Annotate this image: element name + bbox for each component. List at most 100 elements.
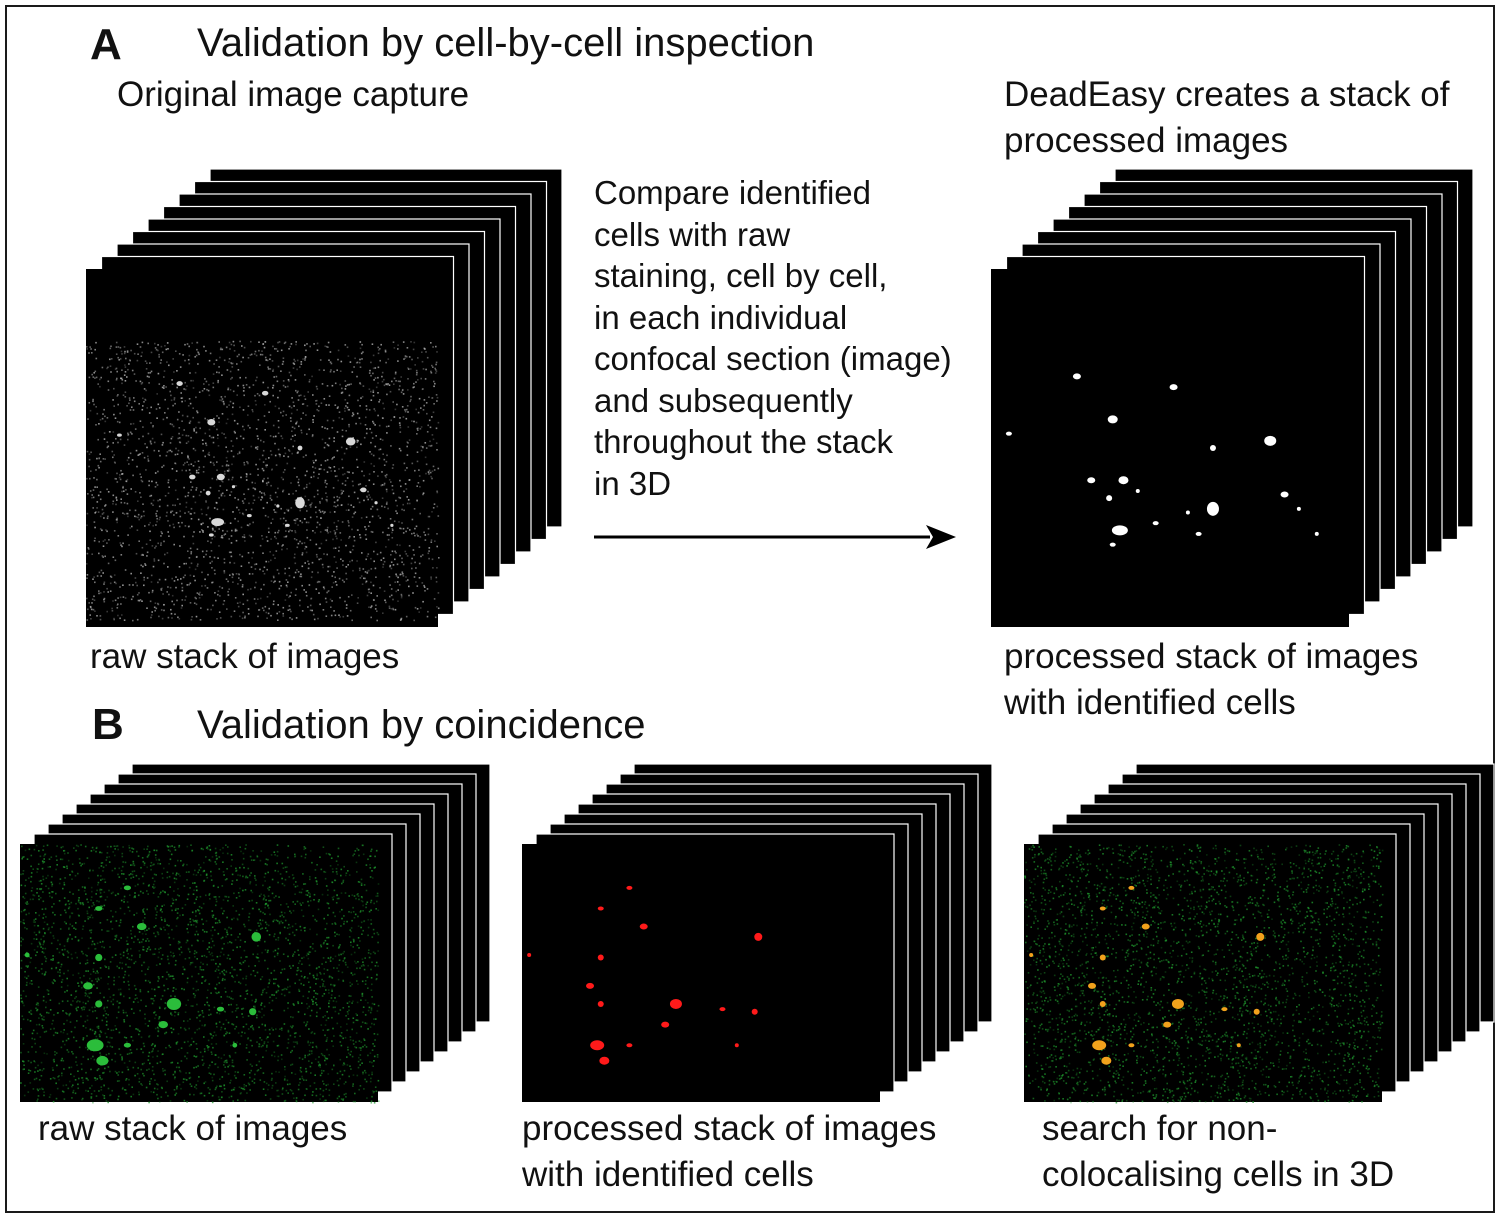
instruction-line: cells with raw [594, 215, 791, 253]
front-image-overlay [1024, 844, 1384, 1104]
instruction-line: staining, cell by cell, [594, 257, 888, 294]
cell-mark [207, 419, 216, 426]
cell-mark [24, 952, 30, 958]
processed-stack-red-caption: processed stack of images with identifie… [522, 1109, 937, 1194]
cell-mark [719, 1007, 726, 1012]
cell-mark [232, 1042, 238, 1048]
front-image-grey [86, 269, 440, 627]
instruction-text: Compare identified cells with raw staini… [594, 172, 952, 504]
front-image-red [522, 844, 880, 1102]
figure-frame [5, 5, 1495, 1213]
processed-stack-white [991, 168, 1474, 627]
cell-mark [734, 1043, 739, 1048]
cell-mark [1101, 1056, 1112, 1065]
cell-mark [276, 504, 280, 508]
cell-mark [1111, 525, 1128, 536]
instruction-line: throughout the stack [594, 423, 894, 460]
cell-mark [1072, 373, 1081, 380]
front-image [991, 269, 1349, 627]
cell-mark [1264, 435, 1277, 446]
cell-mark [166, 997, 182, 1010]
raw-stack-green [20, 763, 491, 1104]
cell-mark [1106, 495, 1113, 502]
cell-mark [1280, 491, 1289, 498]
cell-mark [360, 487, 367, 493]
cell-mark [1118, 476, 1129, 485]
cell-mark [1163, 1021, 1172, 1028]
front-image-processed [991, 269, 1349, 627]
cell-mark [246, 514, 252, 518]
cell-mark [586, 982, 595, 989]
cell-mark [1005, 431, 1012, 436]
cell-mark [597, 906, 604, 911]
cell-mark [345, 437, 356, 446]
cell-mark [590, 1040, 605, 1051]
cell-mark [1169, 384, 1178, 391]
cell-mark [95, 906, 103, 911]
cell-mark [527, 952, 532, 957]
cell-mark [661, 1021, 670, 1028]
cell-mark [751, 1008, 758, 1015]
instruction-line: confocal section (image) [594, 340, 952, 377]
cell-mark [249, 1008, 257, 1016]
processed-stack-red [522, 763, 993, 1102]
cell-mark [216, 1006, 225, 1012]
cell-mark [1221, 1007, 1228, 1012]
cell-mark [1152, 521, 1159, 526]
cell-mark [208, 533, 214, 537]
processed-stack-title: DeadEasy creates a stack of processed im… [1004, 75, 1450, 160]
cell-mark [669, 998, 682, 1009]
cell-mark [1296, 506, 1301, 511]
raw-stack-green-caption: raw stack of images [38, 1109, 348, 1148]
cell-mark [1088, 982, 1097, 989]
cell-mark [1206, 501, 1219, 516]
overlay-stack [1024, 763, 1495, 1104]
cell-mark [597, 1000, 604, 1007]
front-image [86, 269, 438, 627]
cell-mark [284, 523, 290, 527]
cell-mark [86, 1039, 104, 1052]
raw-stack-caption: raw stack of images [90, 637, 400, 676]
cell-mark [1128, 1043, 1135, 1048]
cell-mark [189, 474, 196, 480]
cell-mark [1099, 906, 1106, 911]
cell-mark [1135, 488, 1140, 493]
cell-mark [83, 982, 93, 990]
cell-mark [599, 1056, 610, 1065]
processed-stack-caption: processed stack of images with identifie… [1004, 637, 1419, 722]
cell-mark [1109, 542, 1116, 547]
cell-mark [1128, 885, 1135, 890]
cell-mark [1029, 952, 1034, 957]
front-image [522, 844, 880, 1102]
cell-mark [1256, 932, 1265, 941]
cell-mark [1099, 954, 1106, 961]
cell-mark [639, 923, 648, 930]
cell-mark [1141, 923, 1150, 930]
panel-b-heading: Validation by coincidence [197, 703, 646, 747]
cell-mark [96, 1055, 109, 1066]
cell-mark [211, 518, 225, 527]
cell-mark [626, 1043, 633, 1048]
cell-mark [1087, 477, 1096, 484]
cell-mark [216, 473, 225, 481]
cell-mark [1209, 445, 1216, 451]
cell-mark [1107, 415, 1118, 424]
cell-mark [117, 433, 122, 437]
instruction-line: Compare identified [594, 174, 871, 211]
cell-mark [1195, 531, 1202, 536]
panel-b-letter: B [92, 700, 124, 749]
cell-mark [1185, 510, 1190, 515]
cell-mark [295, 497, 305, 509]
cell-mark [251, 932, 262, 942]
front-image [20, 844, 378, 1102]
raw-stack-grey [86, 168, 563, 627]
cell-mark [597, 954, 604, 961]
instruction-line: in each individual [594, 298, 848, 336]
cell-mark [1236, 1043, 1241, 1048]
cell-mark [231, 485, 236, 489]
cell-mark [1253, 1008, 1260, 1015]
cell-mark [95, 953, 103, 962]
cell-mark [1171, 998, 1184, 1009]
cell-mark [754, 932, 763, 941]
front-image [1024, 844, 1382, 1102]
